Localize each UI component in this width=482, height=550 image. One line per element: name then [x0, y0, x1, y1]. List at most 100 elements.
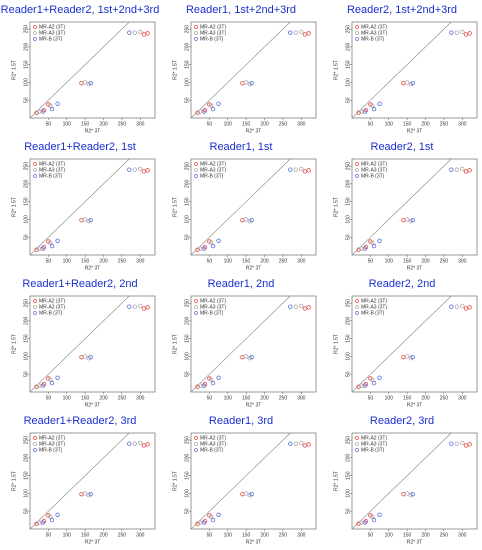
point — [82, 354, 88, 359]
reference-line — [190, 295, 291, 393]
legend-label: MR-B (3T) — [361, 173, 385, 179]
y-tick-label: 150 — [345, 471, 351, 480]
point — [34, 247, 39, 252]
y-tick-label: 250 — [345, 299, 351, 308]
x-tick-label: 200 — [260, 532, 269, 538]
x-tick-label: 50 — [46, 532, 52, 538]
x-tick-label: 300 — [136, 258, 145, 264]
x-tick-label: 100 — [63, 532, 72, 538]
panel: Reader1+Reader2, 1st 50 100 150 200 250 300 50 1… — [11, 141, 156, 271]
plot-frame — [351, 21, 478, 119]
x-tick-label: 300 — [297, 395, 306, 401]
point — [302, 32, 308, 37]
y-tick-label: 200 — [23, 453, 29, 462]
legend-marker — [194, 168, 198, 172]
point — [306, 168, 311, 173]
point — [141, 169, 147, 174]
x-tick-label: 50 — [368, 395, 374, 401]
x-tick-label: 50 — [368, 121, 374, 127]
x-tick-label: 200 — [260, 395, 269, 401]
y-tick-label: 250 — [184, 25, 190, 34]
x-tick-label: 100 — [385, 395, 394, 401]
x-tick-label: 200 — [421, 121, 430, 127]
x-tick-label: 150 — [81, 395, 90, 401]
panel: Reader1+Reader2, 2nd 50 100 150 200 250 300 50 1… — [11, 278, 156, 408]
point — [127, 304, 132, 309]
legend-marker — [194, 436, 198, 440]
legend-marker — [33, 25, 37, 29]
x-tick-label: 50 — [46, 395, 52, 401]
point — [460, 440, 465, 446]
point — [216, 101, 221, 106]
point — [243, 80, 249, 85]
legend-marker — [355, 311, 359, 315]
legend-marker — [33, 305, 37, 309]
point — [243, 354, 249, 359]
point — [141, 443, 147, 448]
point — [49, 243, 55, 249]
point — [49, 517, 55, 523]
legend-label: MR-A2 (3T) — [361, 298, 387, 304]
y-tick-label: 150 — [345, 197, 351, 206]
y-tick-label: 100 — [184, 489, 190, 498]
x-tick-label: 250 — [118, 532, 127, 538]
point — [55, 375, 60, 380]
y-tick-label: 100 — [345, 352, 351, 361]
plot-frame — [351, 158, 478, 256]
point — [55, 238, 60, 243]
legend-marker — [194, 37, 198, 41]
y-tick-label: 100 — [23, 352, 29, 361]
panel: Reader1, 1st 50 100 150 200 250 300 50 100 150 200… — [172, 141, 317, 271]
y-tick-label: 150 — [184, 60, 190, 69]
legend-label: MR-B (3T) — [39, 310, 63, 316]
legend-marker — [355, 442, 359, 446]
point — [377, 238, 382, 243]
x-tick-label: 200 — [99, 395, 108, 401]
legend-label: MR-B (3T) — [200, 173, 224, 179]
point — [460, 303, 465, 309]
point — [356, 110, 361, 115]
point — [288, 304, 293, 309]
panel-title: Reader1, 1st+2nd+3rd — [186, 4, 296, 16]
point — [79, 354, 84, 360]
legend-marker — [33, 174, 37, 178]
point — [48, 514, 53, 519]
x-axis-label: R2* 3T — [407, 265, 423, 271]
y-tick-label: 150 — [23, 197, 29, 206]
legend-marker — [33, 162, 37, 166]
x-tick-label: 300 — [297, 258, 306, 264]
legend-label: MR-A2 (3T) — [200, 161, 226, 167]
x-tick-label: 50 — [207, 395, 213, 401]
x-tick-label: 200 — [421, 258, 430, 264]
panel-title: Reader1+Reader2, 1st — [24, 141, 136, 153]
x-tick-label: 50 — [207, 121, 213, 127]
legend-marker — [194, 299, 198, 303]
point — [49, 106, 55, 112]
point — [371, 243, 377, 249]
point — [454, 304, 459, 309]
point — [210, 517, 216, 523]
reference-line — [190, 21, 291, 119]
reference-line — [29, 295, 130, 393]
point — [132, 167, 137, 172]
legend-label: MR-A3 (3T) — [361, 304, 387, 310]
y-tick-label: 50 — [23, 97, 29, 103]
point — [195, 110, 200, 115]
y-tick-label: 250 — [345, 162, 351, 171]
legend-marker — [33, 448, 37, 452]
y-axis-label: R2* 1.5T — [11, 471, 17, 491]
point — [127, 441, 132, 446]
legend-label: MR-A2 (3T) — [361, 161, 387, 167]
x-tick-label: 150 — [403, 258, 412, 264]
point — [401, 217, 406, 223]
legend-label: MR-B (3T) — [200, 310, 224, 316]
panel-title: Reader2, 1st+2nd+3rd — [347, 4, 457, 16]
x-tick-label: 100 — [224, 121, 233, 127]
point — [88, 491, 93, 497]
point — [201, 383, 207, 388]
point — [288, 167, 293, 172]
point — [82, 217, 88, 222]
y-tick-label: 100 — [345, 489, 351, 498]
point — [141, 306, 147, 311]
